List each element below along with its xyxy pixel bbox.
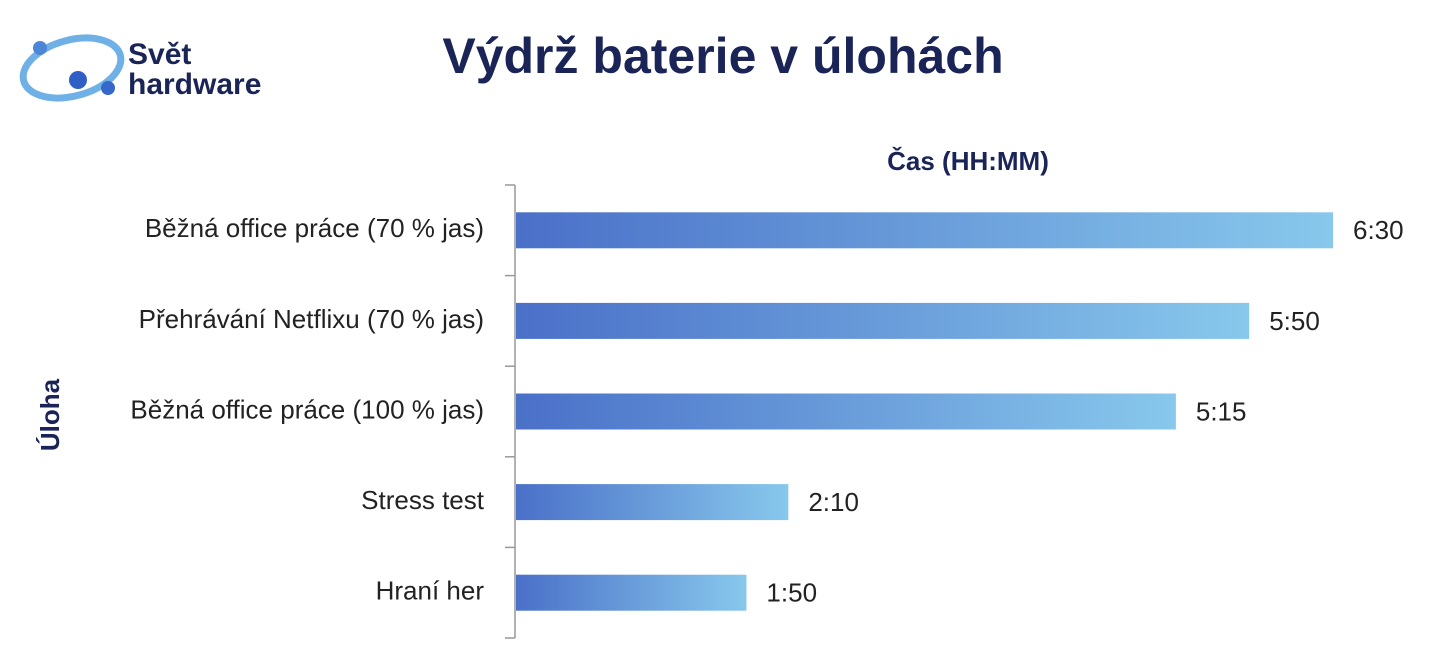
chart-title: Výdrž baterie v úlohách bbox=[442, 28, 1003, 84]
bar bbox=[516, 212, 1333, 249]
x-axis-title: Čas (HH:MM) bbox=[887, 146, 1049, 176]
value-label: 5:50 bbox=[1269, 306, 1320, 336]
logo: Svět hardware bbox=[19, 34, 261, 102]
logo-dot bbox=[69, 71, 87, 89]
y-tick-label: Běžná office práce (100 % jas) bbox=[130, 394, 484, 424]
bar bbox=[516, 302, 1250, 339]
y-axis-title: Úloha bbox=[35, 378, 65, 451]
logo-orbit bbox=[19, 34, 125, 102]
logo-text: hardware bbox=[128, 68, 261, 101]
y-tick-label: Stress test bbox=[361, 485, 485, 515]
y-tick-label: Hraní her bbox=[376, 576, 485, 606]
y-tick-label: Přehrávání Netflixu (70 % jas) bbox=[139, 304, 484, 334]
logo-text: Svět bbox=[128, 38, 191, 71]
value-label: 6:30 bbox=[1353, 215, 1404, 245]
value-label: 1:50 bbox=[766, 578, 817, 608]
bar bbox=[516, 393, 1176, 430]
logo-dot bbox=[101, 81, 115, 95]
value-label: 5:15 bbox=[1196, 396, 1247, 426]
logo-dot bbox=[33, 41, 47, 55]
y-tick-label: Běžná office práce (70 % jas) bbox=[145, 213, 484, 243]
bar bbox=[516, 484, 789, 521]
value-label: 2:10 bbox=[808, 487, 859, 517]
bar bbox=[516, 574, 747, 611]
